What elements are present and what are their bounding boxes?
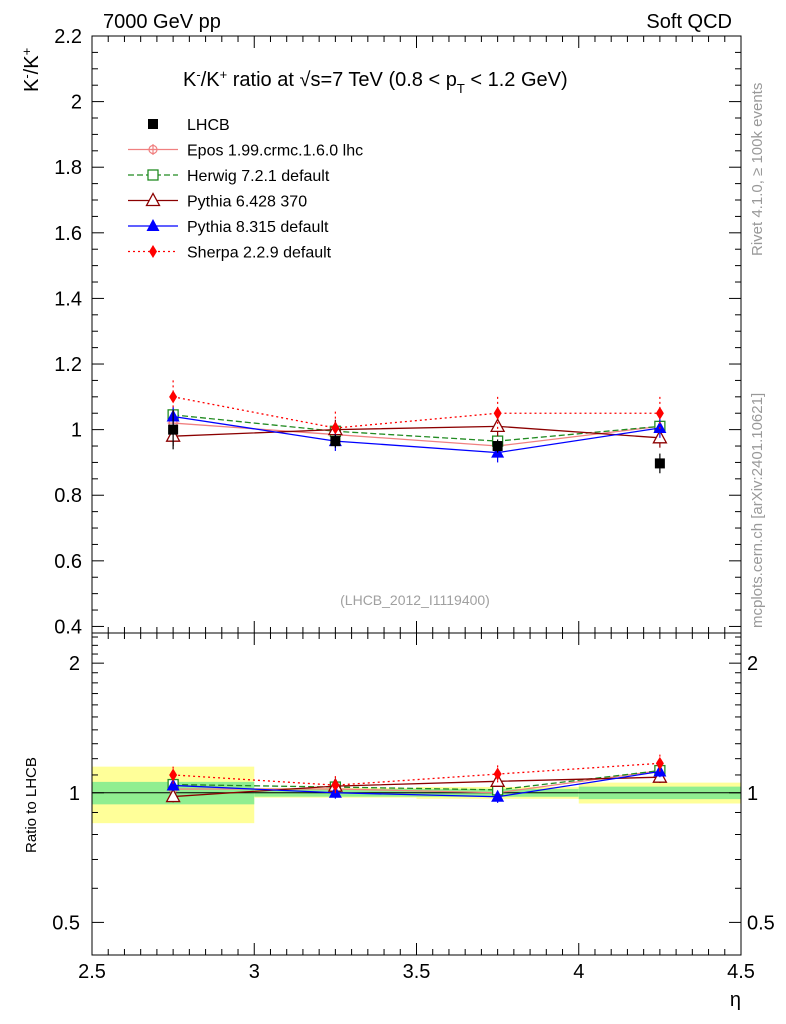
series-4-ratio-line <box>173 762 660 786</box>
x-tick-label: 3 <box>249 961 260 983</box>
series-4-point <box>169 390 178 404</box>
chart-title: K-/K+ ratio at √s=7 TeV (0.8 < pT < 1.2 … <box>183 67 568 96</box>
ratio-series-layer <box>165 754 668 803</box>
main-series-layer <box>165 380 668 474</box>
y-tick-label: 1 <box>71 420 82 442</box>
lhcb-data-point <box>168 424 179 435</box>
series-1-line <box>173 414 660 442</box>
x-tick-label: 3.5 <box>403 961 431 983</box>
mcplots-label: mcplots.cern.ch [arXiv:2401.10621] <box>749 393 766 628</box>
y-tick-label: 2 <box>71 92 82 114</box>
analysis-watermark: (LHCB_2012_I1119400) <box>340 592 490 608</box>
series-1-ratio-line <box>173 769 660 791</box>
legend: LHCB Epos 1.99.crmc.1.6.0 lhc Herwig 7.2.1… <box>128 117 363 262</box>
header-right: Soft QCD <box>646 11 732 33</box>
lhcb-data-point <box>654 458 665 469</box>
legend-label: Pythia 8.315 default <box>187 219 329 236</box>
y-tick-label: 1.8 <box>54 157 82 179</box>
legend-marker <box>146 219 160 231</box>
ratio-tick-label-right: 1 <box>747 783 758 805</box>
series-4-point <box>493 406 502 420</box>
lhcb-data-point <box>330 436 341 447</box>
rivet-label: Rivet 4.1.0, ≥ 100k events <box>749 83 766 256</box>
series-2-ratio-line <box>173 776 660 798</box>
legend-label: Sherpa 2.2.9 default <box>187 245 332 262</box>
series-4-ratio-point <box>493 767 502 781</box>
series-0-line <box>173 422 660 447</box>
ratio-tick-label-right: 2 <box>747 653 758 675</box>
legend-marker <box>148 119 158 129</box>
ratio-tick-label-left: 1 <box>69 783 80 805</box>
legend-marker <box>149 245 157 258</box>
x-tick-label: 2.5 <box>78 961 106 983</box>
legend-marker <box>147 169 159 181</box>
legend-label: Herwig 7.2.1 default <box>187 168 330 185</box>
legend-label: Pythia 6.428 370 <box>187 194 307 211</box>
y-axis-label: K-/K+ <box>19 48 43 92</box>
y-tick-label: 0.4 <box>54 616 82 638</box>
ratio-tick-label-left: 0.5 <box>52 912 80 934</box>
series-4-ratio-point <box>169 768 178 782</box>
y-tick-label: 0.6 <box>54 551 82 573</box>
series-3-ratio-line <box>173 770 660 798</box>
series-2-point <box>490 417 506 432</box>
y-tick-label: 2.2 <box>54 26 82 48</box>
ratio-tick-label-left: 2 <box>69 653 80 675</box>
lhcb-data-point <box>492 441 503 452</box>
y-tick-label: 0.8 <box>54 485 82 507</box>
series-3-ratio-point <box>166 778 180 791</box>
x-axis-label: η <box>730 989 741 1011</box>
header-left: 7000 GeV pp <box>103 11 221 33</box>
axis-ticks: 2.5 3 3.5 4 4.5 0.4 0.6 0.8 1 1.2 1.4 1.6 1.8 2 2.2 0.5… <box>52 26 775 983</box>
series-4-line <box>173 396 660 429</box>
ratio-tick-label-right: 0.5 <box>747 912 775 934</box>
series-4-ratio-point <box>655 756 664 770</box>
y-tick-label: 1.6 <box>54 223 82 245</box>
series-3-line <box>173 415 660 454</box>
legend-label: LHCB <box>187 117 230 134</box>
y-tick-label: 1.2 <box>54 354 82 376</box>
legend-marker <box>145 192 161 207</box>
y-tick-label: 1.4 <box>54 288 82 310</box>
series-2-line <box>173 425 660 439</box>
x-tick-label: 4.5 <box>727 961 755 983</box>
legend-label: Epos 1.99.crmc.1.6.0 lhc <box>187 143 363 160</box>
series-4-point <box>655 406 664 420</box>
ratio-y-axis-label: Ratio to LHCB <box>23 757 40 853</box>
x-tick-label: 4 <box>573 961 584 983</box>
series-4-point <box>331 421 340 435</box>
series-4-ratio-point <box>331 778 340 792</box>
series-3-ratio-point <box>491 789 505 802</box>
series-2-ratio-point <box>165 788 181 803</box>
